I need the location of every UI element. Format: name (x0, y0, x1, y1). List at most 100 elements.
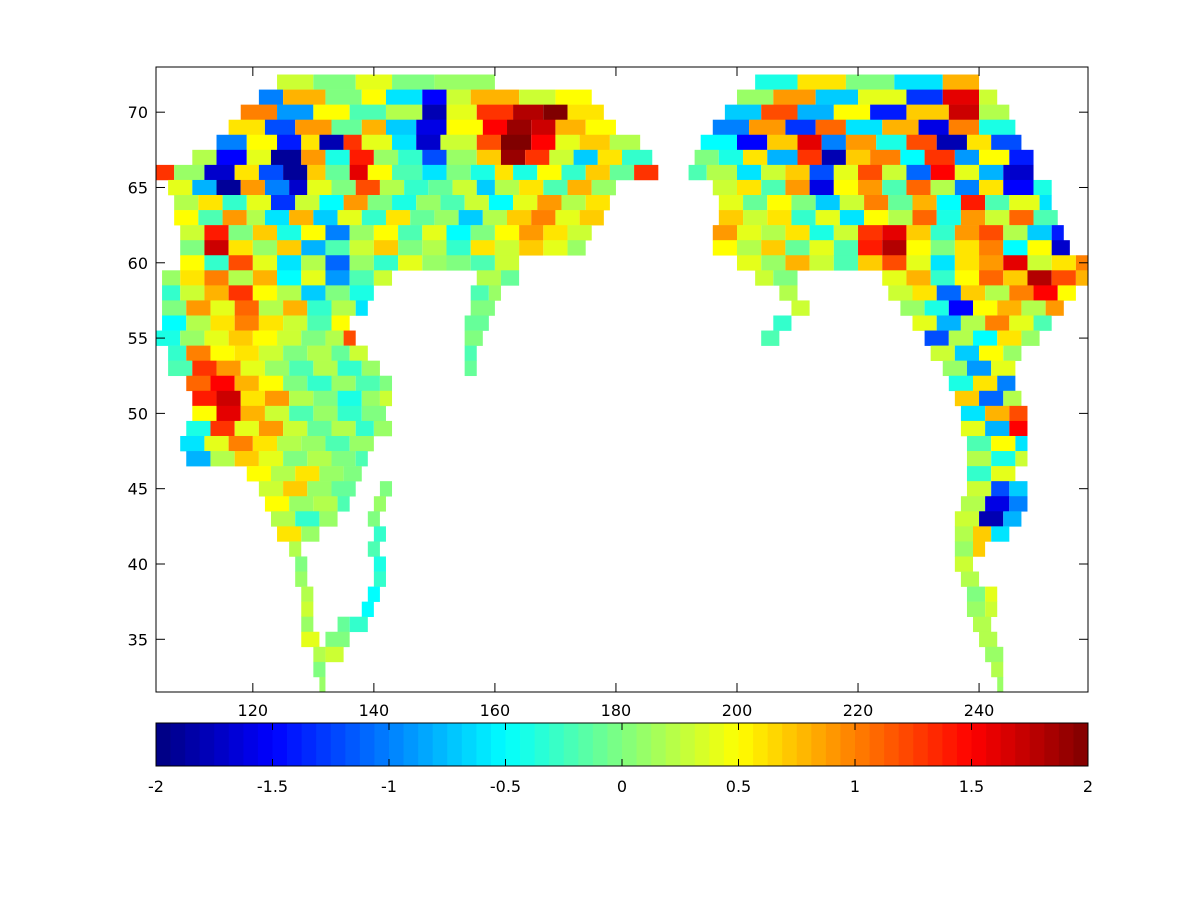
heatmap-cell (942, 360, 967, 377)
heatmap-cell (979, 164, 1004, 181)
heatmap-cell (979, 149, 1010, 166)
heatmap-cell (954, 179, 980, 196)
colorbar-level (476, 723, 492, 766)
heatmap-cell (1003, 270, 1028, 286)
heatmap-cell (283, 375, 308, 392)
heatmap-cell (966, 601, 986, 617)
heatmap-cell (228, 225, 253, 241)
heatmap-cell (476, 149, 501, 166)
heatmap-cell (954, 345, 980, 361)
heatmap-cell (1027, 240, 1052, 256)
heatmap-cell (398, 149, 423, 166)
heatmap-cell (168, 360, 193, 377)
heatmap-cell (470, 300, 495, 316)
heatmap-cell (355, 300, 368, 316)
heatmap-cell (313, 210, 338, 226)
heatmap-cell (948, 300, 974, 316)
heatmap-cell (283, 451, 308, 467)
colorbar-level (461, 723, 477, 766)
heatmap-cell (979, 255, 1004, 271)
heatmap-cell (488, 195, 514, 211)
heatmap-cell (361, 210, 386, 226)
heatmap-cell (1015, 451, 1028, 467)
heatmap-cell (954, 149, 980, 166)
heatmap-cell (797, 74, 846, 90)
heatmap-cell (204, 270, 229, 286)
heatmap-cell (355, 420, 374, 437)
colorbar-tick-label: -1 (381, 777, 397, 796)
heatmap-cell (337, 496, 350, 512)
heatmap-cell (162, 270, 181, 286)
heatmap-cell (942, 89, 980, 105)
heatmap-cell (930, 179, 955, 196)
heatmap-cell (912, 195, 937, 211)
colorbar-level (432, 723, 448, 766)
heatmap-cell (966, 481, 992, 497)
heatmap-cell (270, 195, 296, 211)
heatmap-cell (385, 210, 411, 226)
heatmap-cell (785, 240, 810, 256)
heatmap-cell (585, 164, 610, 181)
heatmap-cell (966, 435, 992, 452)
heatmap-cell (289, 179, 308, 196)
heatmap-cell (228, 255, 253, 271)
heatmap-cell (373, 556, 386, 572)
heatmap-cell (186, 375, 211, 392)
heatmap-cell (858, 255, 883, 271)
heatmap-cell (543, 225, 568, 241)
heatmap-cell (1009, 210, 1034, 226)
colorbar-level (490, 723, 506, 766)
heatmap-cell (870, 104, 907, 121)
heatmap-cell (301, 616, 314, 633)
heatmap-cell (228, 330, 253, 346)
heatmap-cell (973, 300, 998, 316)
heatmap-cell (997, 300, 1022, 316)
heatmap-cell (246, 210, 265, 226)
heatmap-cell (858, 179, 883, 196)
heatmap-cell (1033, 210, 1058, 226)
heatmap-cell (470, 89, 520, 105)
heatmap-cell (398, 240, 423, 256)
heatmap-cell (761, 225, 786, 241)
heatmap-cell (1057, 285, 1076, 301)
heatmap-cell (954, 270, 980, 286)
heatmap-cell (882, 119, 919, 136)
heatmap-cell (307, 179, 332, 196)
heatmap-cell (1033, 315, 1052, 331)
heatmap-cell (567, 225, 592, 241)
heatmap-cell (174, 195, 199, 211)
heatmap-cell (960, 210, 986, 226)
heatmap-cell (694, 149, 719, 166)
heatmap-cell (168, 179, 193, 196)
heatmap-cell (367, 195, 393, 211)
heatmap-cell (500, 270, 520, 286)
heatmap-cell (882, 179, 907, 196)
heatmap-cell (331, 375, 356, 392)
heatmap-cell (924, 330, 949, 346)
heatmap-cell (361, 119, 386, 136)
heatmap-cell (1003, 164, 1034, 181)
heatmap-cell (325, 255, 350, 271)
heatmap-cell (525, 149, 550, 166)
heatmap-cell (785, 225, 810, 241)
heatmap-cell (277, 225, 302, 241)
heatmap-cell (712, 225, 737, 241)
x-tick-label: 220 (843, 701, 874, 720)
heatmap-cell (979, 345, 1004, 361)
heatmap-cell (482, 210, 508, 226)
heatmap-cell (252, 255, 278, 271)
heatmap-cell (319, 134, 344, 151)
heatmap-cell (833, 179, 859, 196)
heatmap-cell (307, 315, 332, 331)
heatmap-cell (930, 270, 955, 286)
heatmap-cell (325, 285, 350, 301)
heatmap-cell (410, 210, 435, 226)
heatmap-cell (597, 149, 622, 166)
colorbar-level (563, 723, 579, 766)
heatmap-cell (991, 451, 1016, 467)
heatmap-cell (712, 179, 737, 196)
heatmap-cell (906, 134, 937, 151)
heatmap-cell (464, 195, 489, 211)
heatmap-cell (349, 255, 374, 271)
heatmap-cell (258, 451, 284, 467)
